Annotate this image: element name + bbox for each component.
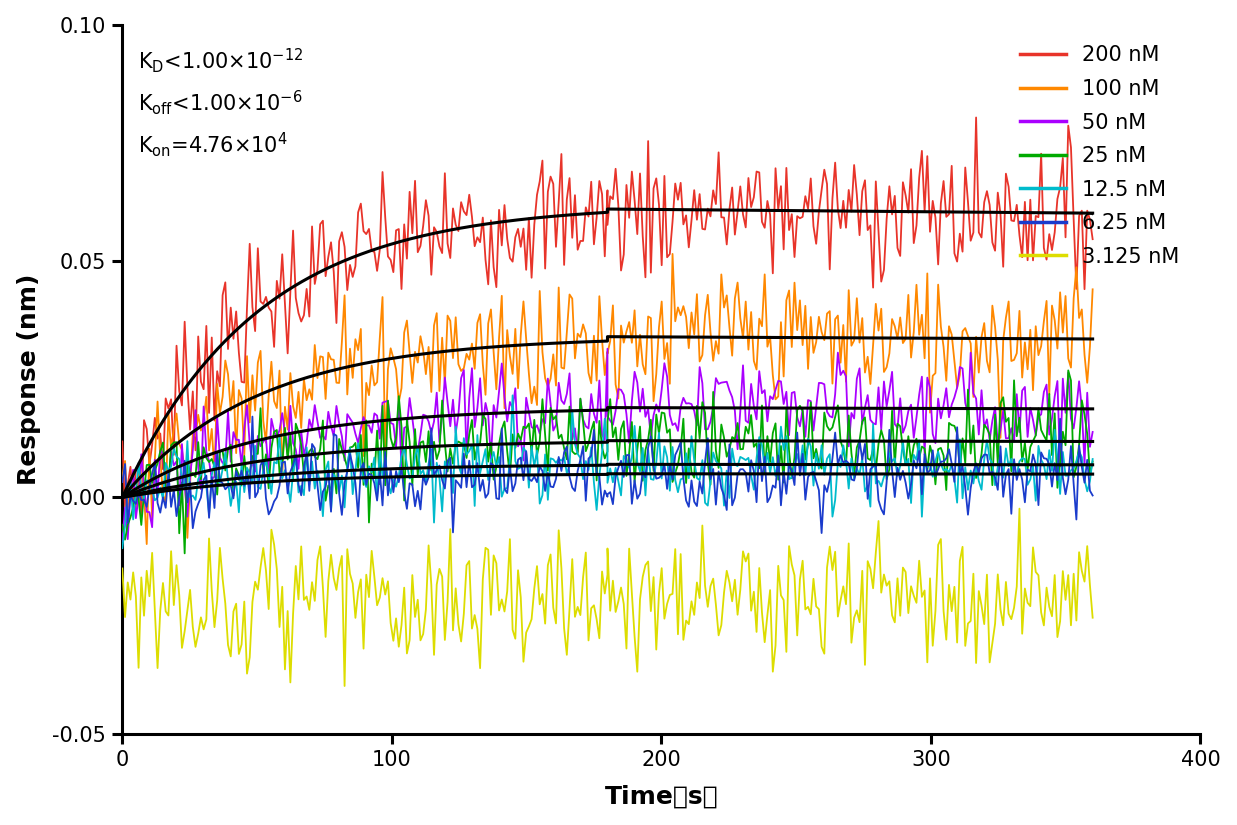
Line: 25 nM: 25 nM	[122, 370, 1092, 554]
200 nM	[1037, 243, 1051, 253]
3.125 nM	[338, 681, 353, 691]
3.125 nM	[408, 612, 423, 622]
25 nM	[177, 549, 192, 559]
12.5 nM	[1085, 454, 1100, 464]
25 nM	[115, 520, 130, 530]
200 nM	[456, 206, 471, 216]
200 nM	[134, 512, 148, 522]
100 nM	[115, 472, 130, 482]
6.25 nM	[115, 477, 130, 487]
25 nM	[1034, 425, 1049, 435]
Line: 50 nM: 50 nM	[122, 349, 1092, 541]
Line: 6.25 nM: 6.25 nM	[122, 417, 1092, 533]
3.125 nM	[115, 563, 130, 573]
3.125 nM	[543, 549, 558, 559]
25 nM	[236, 451, 251, 461]
200 nM	[236, 378, 251, 388]
Text: K$_\mathrm{D}$<1.00×10$^{-12}$
K$_\mathrm{off}$<1.00×10$^{-6}$
K$_\mathrm{on}$=4: K$_\mathrm{D}$<1.00×10$^{-12}$ K$_\mathr…	[139, 46, 304, 159]
50 nM	[438, 373, 453, 383]
25 nM	[543, 403, 558, 412]
100 nM	[1085, 285, 1100, 295]
50 nM	[234, 460, 249, 470]
12.5 nM	[234, 459, 249, 469]
6.25 nM	[245, 412, 260, 422]
3.125 nM	[456, 609, 471, 619]
6.25 nM	[1085, 491, 1100, 501]
X-axis label: Time（s）: Time（s）	[605, 785, 719, 808]
3.125 nM	[1037, 620, 1051, 630]
50 nM	[1034, 409, 1049, 419]
6.25 nM	[440, 455, 455, 465]
6.25 nM	[543, 482, 558, 492]
6.25 nM	[814, 528, 829, 538]
25 nM	[1061, 365, 1076, 375]
50 nM	[404, 413, 419, 423]
Line: 3.125 nM: 3.125 nM	[122, 509, 1092, 686]
12.5 nM	[404, 472, 419, 482]
Y-axis label: Response (nm): Response (nm)	[16, 274, 41, 485]
12.5 nM	[438, 456, 453, 466]
200 nM	[408, 176, 423, 186]
Legend: 200 nM, 100 nM, 50 nM, 25 nM, 12.5 nM, 6.25 nM, 3.125 nM: 200 nM, 100 nM, 50 nM, 25 nM, 12.5 nM, 6…	[1009, 35, 1190, 277]
12.5 nM	[1034, 455, 1049, 464]
100 nM	[1037, 317, 1051, 327]
50 nM	[541, 374, 555, 384]
100 nM	[140, 539, 155, 549]
200 nM	[440, 238, 455, 248]
100 nM	[666, 249, 680, 259]
12.5 nM	[454, 469, 469, 478]
100 nM	[408, 346, 423, 356]
6.25 nM	[408, 502, 423, 512]
12.5 nM	[115, 543, 130, 553]
3.125 nM	[1085, 613, 1100, 623]
200 nM	[1085, 234, 1100, 244]
200 nM	[543, 172, 558, 182]
100 nM	[440, 311, 455, 321]
3.125 nM	[1012, 504, 1027, 514]
6.25 nM	[234, 465, 249, 475]
50 nM	[454, 373, 469, 383]
3.125 nM	[234, 639, 249, 649]
50 nM	[115, 536, 130, 546]
100 nM	[456, 363, 471, 373]
200 nM	[969, 112, 983, 122]
100 nM	[236, 450, 251, 460]
25 nM	[408, 424, 423, 434]
25 nM	[1085, 456, 1100, 466]
50 nM	[1085, 427, 1100, 437]
50 nM	[600, 344, 615, 354]
200 nM	[115, 436, 130, 446]
Line: 12.5 nM: 12.5 nM	[122, 395, 1092, 548]
12.5 nM	[543, 454, 558, 464]
25 nM	[456, 438, 471, 448]
Line: 100 nM: 100 nM	[122, 254, 1092, 544]
3.125 nM	[440, 596, 455, 606]
6.25 nM	[1037, 453, 1051, 463]
100 nM	[543, 374, 558, 384]
Line: 200 nM: 200 nM	[122, 117, 1092, 517]
12.5 nM	[505, 390, 520, 400]
25 nM	[440, 466, 455, 476]
6.25 nM	[456, 449, 471, 459]
